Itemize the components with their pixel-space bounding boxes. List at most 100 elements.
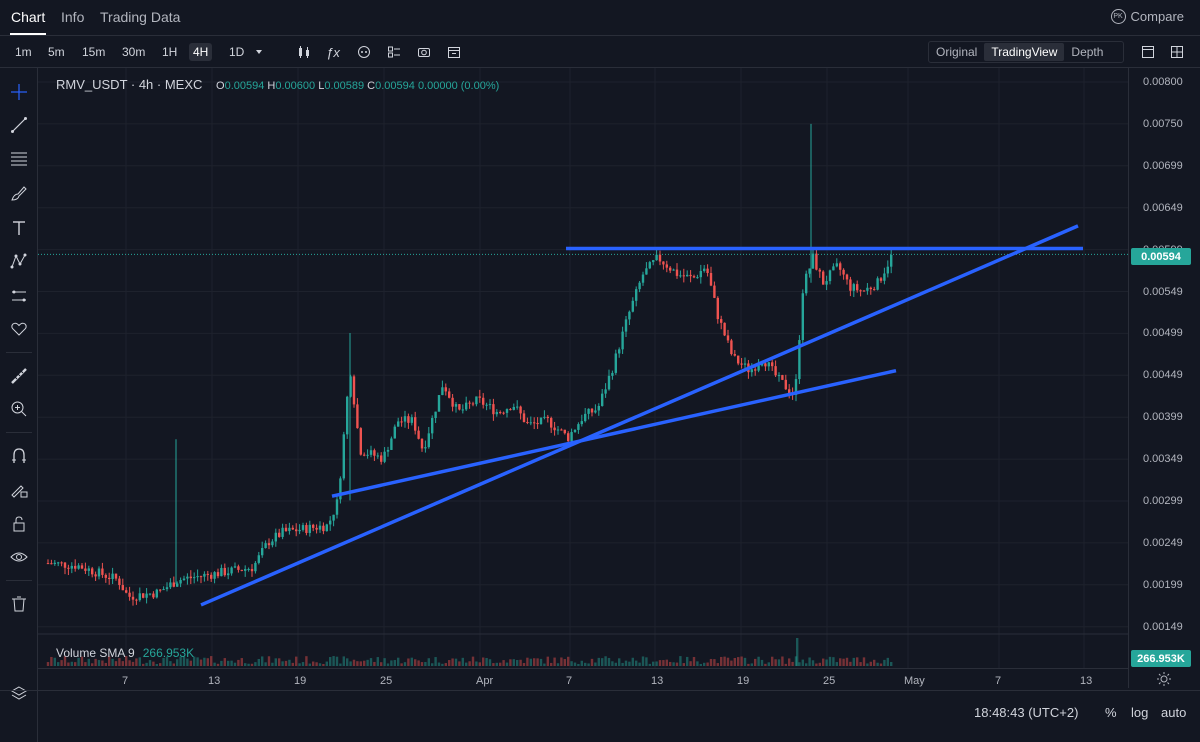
measure-icon[interactable] (9, 286, 29, 306)
grid-layout-icon[interactable] (1167, 42, 1187, 62)
indicator-template-icon[interactable] (354, 42, 374, 62)
trendline-icon[interactable] (9, 115, 29, 135)
sidebar-separator (6, 580, 32, 581)
candle-body (318, 525, 322, 530)
candle-body (839, 263, 842, 270)
candlestick-chart[interactable] (38, 68, 1128, 668)
volume-bar (213, 662, 216, 666)
candle-body (142, 593, 145, 598)
timeframe-1d[interactable]: 1D (229, 45, 245, 59)
crosshair-icon[interactable] (9, 82, 29, 102)
volume-bar (172, 663, 175, 666)
candles-icon[interactable] (294, 42, 314, 62)
timeframe-5m[interactable]: 5m (48, 45, 65, 59)
candle-body (478, 396, 481, 398)
candle-body (233, 566, 237, 568)
candle-body (193, 577, 196, 579)
price-chart-pane[interactable] (38, 68, 1128, 668)
price-axis-label: 0.00449 (1143, 369, 1183, 382)
candle-body (182, 578, 186, 581)
view-tradingview[interactable]: TradingView (984, 43, 1065, 61)
volume-bar (152, 661, 155, 666)
settings-gear-icon[interactable] (1156, 671, 1172, 692)
tab-info[interactable]: Info (61, 9, 85, 25)
timeframe-30m[interactable]: 30m (122, 45, 146, 59)
timeframe-4h[interactable]: 4H (189, 43, 213, 61)
volume-bar (777, 659, 781, 666)
calendar-icon[interactable] (444, 42, 464, 62)
candle-body (672, 269, 675, 271)
zoom-in-icon[interactable] (9, 399, 29, 419)
trash-icon[interactable] (9, 594, 29, 614)
volume-bar (216, 663, 220, 666)
volume-bar (220, 660, 223, 666)
candle-body (366, 454, 369, 456)
volume-bar (274, 658, 277, 666)
tab-trading-data[interactable]: Trading Data (100, 9, 181, 25)
candle-body (699, 270, 702, 278)
volume-bar (284, 660, 288, 666)
candle-body (84, 568, 87, 571)
text-icon[interactable] (9, 218, 29, 238)
volume-bar (295, 656, 298, 666)
layers-icon[interactable] (9, 683, 29, 703)
compare-button[interactable]: PK Compare (1110, 9, 1184, 24)
volume-bar (849, 661, 852, 666)
chevron-down-icon[interactable] (249, 42, 269, 62)
candle-body (553, 427, 556, 431)
price-axis[interactable]: 0.008000.007500.006990.006490.005990.005… (1128, 68, 1200, 688)
time-axis[interactable]: 7 13 19 25 Apr 7 13 19 25 May 7 13 (38, 668, 1128, 690)
fullscreen-panel-icon[interactable] (1138, 42, 1158, 62)
volume-bar (890, 662, 893, 666)
eye-icon[interactable] (9, 547, 29, 567)
log-scale-button[interactable]: log (1131, 705, 1149, 720)
volume-bar (679, 656, 682, 666)
volume-bar (335, 656, 339, 666)
candle-body (607, 375, 611, 390)
candle-body (301, 525, 305, 530)
clock-timezone[interactable]: 18:48:43 (UTC+2) (974, 705, 1079, 720)
candle-body (97, 568, 101, 577)
candle-body (590, 408, 594, 413)
volume-bar (499, 662, 502, 666)
view-depth[interactable]: Depth (1071, 45, 1104, 59)
candle-body (434, 411, 437, 419)
heart-icon[interactable] (9, 319, 29, 339)
volume-bar (363, 660, 366, 666)
volume-bar (162, 657, 165, 666)
fx-icon[interactable]: ƒx (326, 44, 340, 60)
layout-icon[interactable] (384, 42, 404, 62)
auto-scale-button[interactable]: auto (1161, 705, 1187, 720)
magnet-icon[interactable] (9, 446, 29, 466)
volume-bar (206, 658, 209, 666)
percent-scale-button[interactable]: % (1105, 705, 1117, 720)
timeframe-15m[interactable]: 15m (82, 45, 106, 59)
lock-pencil-icon[interactable] (9, 480, 29, 500)
candle-body (648, 262, 651, 269)
volume-bar (125, 656, 128, 666)
volume-bar (563, 659, 566, 666)
volume-bar (461, 657, 464, 666)
timeframe-1m[interactable]: 1m (15, 45, 32, 59)
candle-body (601, 393, 604, 406)
candle-body (502, 412, 505, 414)
candle-body (441, 387, 444, 396)
horizontal-lines-icon[interactable] (9, 148, 29, 168)
volume-bar (247, 663, 250, 666)
candle-body (437, 395, 441, 412)
brush-icon[interactable] (9, 183, 29, 203)
tab-chart[interactable]: Chart (11, 9, 46, 25)
ruler-icon[interactable] (9, 366, 29, 386)
candle-body (516, 406, 519, 408)
volume-bar (699, 663, 702, 666)
pattern-icon[interactable] (9, 251, 29, 271)
price-axis-label: 0.00249 (1143, 536, 1183, 549)
view-original[interactable]: Original (936, 45, 978, 59)
price-axis-label: 0.00750 (1143, 117, 1183, 130)
candle-body (414, 417, 417, 431)
lock-icon[interactable] (9, 514, 29, 534)
timeframe-1h[interactable]: 1H (162, 45, 178, 59)
camera-icon[interactable] (414, 42, 434, 62)
volume-bar (781, 656, 784, 666)
candle-body (743, 363, 747, 365)
